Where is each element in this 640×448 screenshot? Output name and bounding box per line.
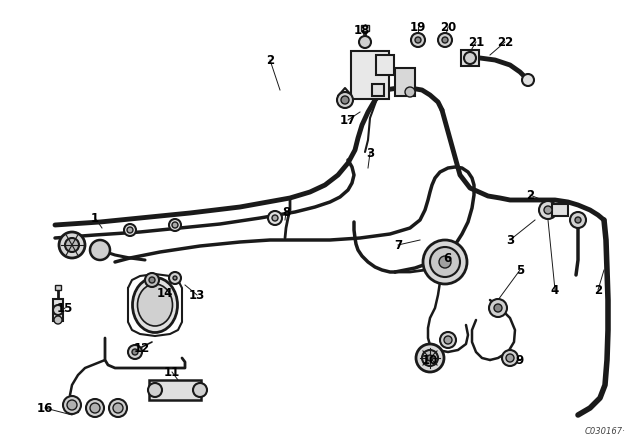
Circle shape — [438, 33, 452, 47]
Circle shape — [127, 227, 133, 233]
Text: 14: 14 — [157, 287, 173, 300]
Circle shape — [502, 350, 518, 366]
Circle shape — [575, 217, 581, 223]
Circle shape — [341, 96, 349, 104]
Text: 4: 4 — [551, 284, 559, 297]
Text: 5: 5 — [516, 263, 524, 276]
Circle shape — [464, 52, 476, 64]
Circle shape — [90, 240, 110, 260]
Text: 15: 15 — [57, 302, 73, 314]
Circle shape — [337, 92, 353, 108]
Circle shape — [522, 74, 534, 86]
Text: 22: 22 — [497, 35, 513, 48]
Circle shape — [570, 212, 586, 228]
Circle shape — [422, 350, 438, 366]
Bar — [149, 380, 201, 400]
Circle shape — [544, 206, 552, 214]
Circle shape — [415, 37, 421, 43]
Circle shape — [59, 232, 85, 258]
Circle shape — [145, 273, 159, 287]
Circle shape — [506, 354, 514, 362]
Text: 7: 7 — [394, 238, 402, 251]
Circle shape — [539, 201, 557, 219]
Text: 20: 20 — [440, 21, 456, 34]
Circle shape — [124, 224, 136, 236]
Circle shape — [53, 305, 63, 315]
Circle shape — [440, 332, 456, 348]
Text: 2: 2 — [266, 53, 274, 66]
Text: 2: 2 — [594, 284, 602, 297]
Circle shape — [172, 222, 178, 228]
Circle shape — [63, 396, 81, 414]
Circle shape — [411, 33, 425, 47]
Text: 2: 2 — [526, 189, 534, 202]
Circle shape — [430, 247, 460, 277]
Circle shape — [132, 349, 138, 355]
Bar — [376, 55, 394, 75]
Circle shape — [149, 277, 155, 283]
Text: C030167·: C030167· — [584, 427, 625, 436]
Text: 19: 19 — [410, 21, 426, 34]
Circle shape — [169, 272, 181, 284]
Circle shape — [109, 399, 127, 417]
Bar — [395, 68, 415, 96]
Circle shape — [494, 304, 502, 312]
Circle shape — [405, 87, 415, 97]
Circle shape — [489, 299, 507, 317]
Text: 8: 8 — [282, 206, 290, 219]
Bar — [351, 51, 389, 99]
Text: 16: 16 — [37, 401, 53, 414]
Ellipse shape — [138, 284, 173, 326]
Circle shape — [193, 383, 207, 397]
Bar — [55, 284, 61, 289]
Circle shape — [65, 238, 79, 252]
Text: 3: 3 — [366, 146, 374, 159]
Circle shape — [173, 276, 177, 280]
Circle shape — [439, 256, 451, 268]
Circle shape — [416, 344, 444, 372]
Circle shape — [359, 36, 371, 48]
Circle shape — [148, 383, 162, 397]
Circle shape — [67, 400, 77, 410]
Bar — [372, 84, 384, 96]
Circle shape — [268, 211, 282, 225]
Text: 10: 10 — [422, 353, 438, 366]
Circle shape — [90, 403, 100, 413]
Circle shape — [444, 336, 452, 344]
Text: 11: 11 — [164, 366, 180, 379]
Text: 18: 18 — [354, 23, 370, 36]
Text: 21: 21 — [468, 35, 484, 48]
Circle shape — [54, 316, 62, 324]
Ellipse shape — [132, 277, 177, 332]
Circle shape — [442, 37, 448, 43]
Text: 6: 6 — [443, 251, 451, 264]
Text: 12: 12 — [134, 341, 150, 354]
Circle shape — [169, 219, 181, 231]
Text: 9: 9 — [516, 353, 524, 366]
Text: 13: 13 — [189, 289, 205, 302]
Text: 3: 3 — [506, 233, 514, 246]
Bar — [53, 299, 63, 321]
Circle shape — [128, 345, 142, 359]
Bar — [552, 204, 568, 216]
Circle shape — [272, 215, 278, 221]
Bar — [461, 50, 479, 66]
Text: 17: 17 — [340, 113, 356, 126]
Circle shape — [86, 399, 104, 417]
Text: 1: 1 — [91, 211, 99, 224]
Circle shape — [427, 355, 433, 361]
Circle shape — [423, 240, 467, 284]
Circle shape — [113, 403, 123, 413]
Bar — [361, 25, 369, 31]
